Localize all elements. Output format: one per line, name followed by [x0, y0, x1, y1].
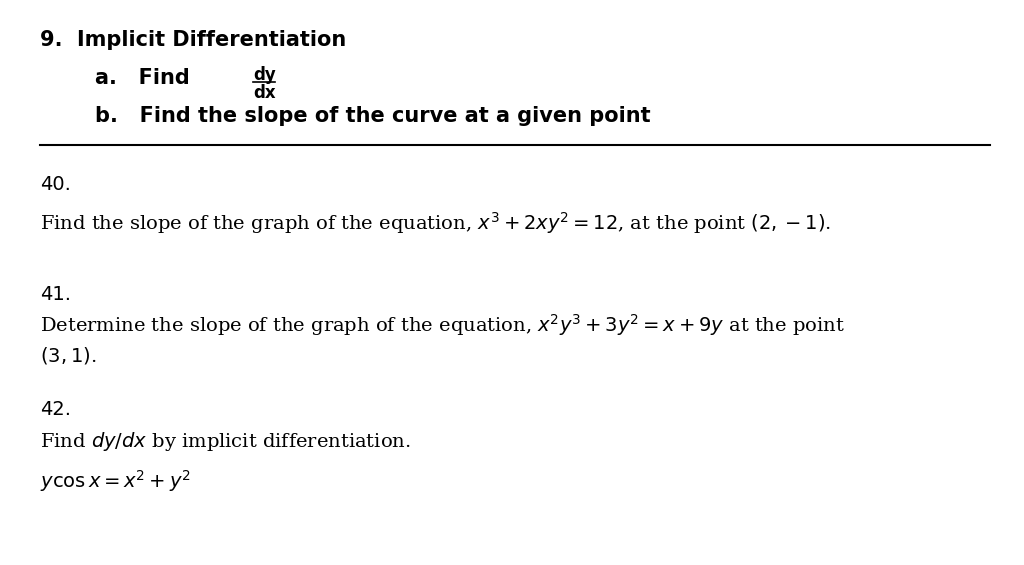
Text: Find the slope of the graph of the equation, $x^3+2xy^2=12$, at the point $(2,-1: Find the slope of the graph of the equat… — [40, 210, 831, 236]
Text: dx: dx — [253, 84, 275, 102]
Text: a.   Find: a. Find — [95, 68, 197, 88]
Text: Find $dy/dx$ by implicit differentiation.: Find $dy/dx$ by implicit differentiation… — [40, 430, 411, 453]
Text: 40.: 40. — [40, 175, 71, 194]
Text: $(3,1)$.: $(3,1)$. — [40, 345, 96, 366]
Text: $y\cos x = x^2 + y^2$: $y\cos x = x^2 + y^2$ — [40, 468, 190, 494]
Text: Determine the slope of the graph of the equation, $x^2y^3+3y^2=x+9y$ at the poin: Determine the slope of the graph of the … — [40, 312, 845, 338]
Text: b.   Find the slope of the curve at a given point: b. Find the slope of the curve at a give… — [95, 106, 650, 126]
Text: 41.: 41. — [40, 285, 71, 304]
Text: 9.  Implicit Differentiation: 9. Implicit Differentiation — [40, 30, 346, 50]
Text: 42.: 42. — [40, 400, 71, 419]
Text: dy: dy — [253, 66, 275, 84]
